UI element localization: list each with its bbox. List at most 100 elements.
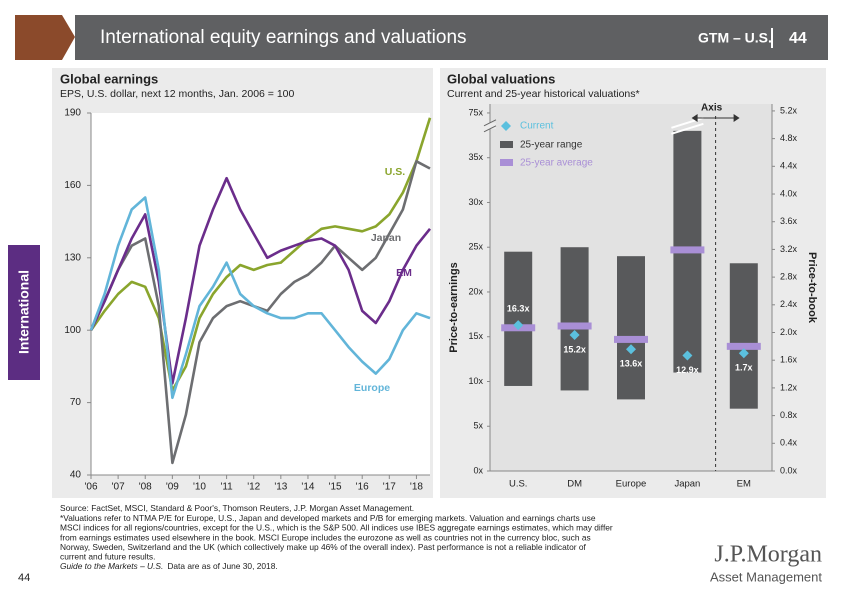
- bar-break: [671, 122, 704, 135]
- y-tick-label: 100: [64, 325, 81, 336]
- x-tick-label: '09: [166, 482, 179, 493]
- average-marker: [726, 342, 761, 350]
- y2-tick-label: 4.8x: [780, 133, 798, 143]
- value-label: 13.6x: [620, 359, 643, 369]
- page-number: 44: [18, 572, 30, 584]
- legend-swatch: [500, 141, 513, 148]
- y2-tick-label: 4.0x: [780, 188, 798, 198]
- x-tick-label: '13: [274, 482, 287, 493]
- x-tick-label: Europe: [616, 479, 647, 490]
- y2-tick-label: 0.4x: [780, 438, 798, 448]
- y-tick-label: 20x: [468, 286, 483, 296]
- y2-tick-label: 1.6x: [780, 355, 798, 365]
- y2-tick-label: 5.2x: [780, 105, 798, 115]
- value-label: 16.3x: [507, 303, 530, 313]
- chart-subtitle: EPS, U.S. dollar, next 12 months, Jan. 2…: [60, 88, 295, 100]
- series-label: EM: [396, 267, 412, 279]
- value-label: 15.2x: [563, 344, 586, 354]
- y2-tick-label: 0.8x: [780, 410, 798, 420]
- legend-label: 25-year average: [520, 158, 593, 169]
- series-label: Japan: [371, 232, 401, 244]
- x-tick-label: DM: [567, 479, 582, 490]
- y-tick-label: 40: [70, 470, 82, 481]
- value-label: 1.7x: [735, 363, 753, 373]
- footnote: MSCI indices for all regions/countries, …: [60, 523, 613, 533]
- annotation: Axis: [701, 103, 723, 114]
- y2-tick-label: 2.8x: [780, 271, 798, 281]
- series-label: U.S.: [385, 166, 406, 178]
- footnote: from earnings estimates used elsewhere i…: [60, 532, 591, 542]
- side-tab-label: International: [16, 270, 32, 354]
- y2-axis-title: Price-to-book: [806, 252, 818, 324]
- legend-swatch: [501, 121, 511, 131]
- current-marker: [513, 320, 524, 331]
- x-tick-label: U.S.: [509, 479, 527, 490]
- y-tick-label: 30x: [468, 197, 483, 207]
- x-tick-label: '07: [112, 482, 125, 493]
- y-tick-label: 75x: [468, 107, 483, 117]
- y2-tick-label: 4.4x: [780, 161, 798, 171]
- x-tick-label: '12: [247, 482, 260, 493]
- bar-break: [671, 116, 704, 129]
- line-series: [89, 117, 432, 392]
- x-tick-label: '18: [410, 482, 423, 493]
- line-series: [89, 176, 432, 385]
- current-marker: [626, 344, 636, 355]
- header-page: 44: [789, 30, 807, 47]
- legend-label: 25-year range: [520, 140, 583, 151]
- average-marker: [557, 322, 592, 330]
- y-tick-label: 130: [64, 252, 81, 263]
- footnote: Norway, Sweden, Switzerland and the UK (…: [60, 542, 587, 552]
- y-tick-label: 5x: [473, 421, 483, 431]
- side-tab: [8, 245, 40, 380]
- chart-subtitle: Current and 25-year historical valuation…: [447, 88, 640, 100]
- x-tick-label: '11: [220, 482, 233, 493]
- legend-label: Current: [520, 121, 554, 132]
- y-tick-label: 70: [70, 397, 82, 408]
- footnote: current and future results.: [60, 552, 155, 562]
- y-tick-label: 160: [64, 180, 81, 191]
- axis-break: [483, 125, 497, 133]
- y2-tick-label: 2.4x: [780, 299, 798, 309]
- guide: Guide to the Markets – U.S.: [60, 561, 163, 571]
- x-tick-label: '10: [193, 482, 206, 493]
- current-marker: [738, 348, 749, 359]
- y-tick-label: 35x: [468, 152, 483, 162]
- x-tick-label: EM: [737, 479, 751, 490]
- x-tick-label: '15: [329, 482, 342, 493]
- axis-break-gap: [484, 122, 496, 129]
- footnote: Source: FactSet, MSCI, Standard & Poor's…: [60, 503, 414, 513]
- x-tick-label: '16: [356, 482, 369, 493]
- x-tick-label: '14: [301, 482, 314, 493]
- range-bar: [504, 251, 533, 386]
- footnote: Guide to the Markets – U.S. Data are as o…: [60, 561, 278, 571]
- header-divider: [771, 28, 773, 48]
- line-series: [89, 196, 431, 400]
- header-arrow: [15, 15, 75, 60]
- current-marker: [682, 350, 693, 361]
- footnote: *Valuations refer to NTMA P/E for Europe…: [60, 513, 596, 523]
- header-title: International equity earnings and valuat…: [100, 27, 467, 48]
- chart-title: Global valuations: [447, 71, 555, 86]
- y2-tick-label: 1.2x: [780, 382, 798, 392]
- header-bar: [75, 15, 828, 60]
- left-plot: [91, 113, 430, 475]
- header-section: GTM – U.S.: [698, 30, 772, 46]
- as-of: Data are as of June 30, 2018.: [167, 561, 277, 571]
- axis-break: [483, 119, 497, 127]
- range-bar: [729, 263, 758, 409]
- x-tick-label: Japan: [674, 479, 700, 490]
- x-tick-label: '08: [139, 482, 152, 493]
- x-tick-label: '06: [84, 482, 97, 493]
- average-marker: [614, 335, 648, 343]
- y-tick-label: 190: [64, 108, 81, 119]
- legend-swatch: [500, 159, 513, 166]
- y2-tick-label: 2.0x: [780, 327, 798, 337]
- average-marker: [670, 246, 705, 254]
- y2-tick-label: 0.0x: [780, 465, 798, 475]
- current-marker: [569, 329, 580, 340]
- logo: J.P.Morgan: [714, 542, 822, 568]
- y2-tick-label: 3.2x: [780, 244, 798, 254]
- y-tick-label: 15x: [468, 331, 483, 341]
